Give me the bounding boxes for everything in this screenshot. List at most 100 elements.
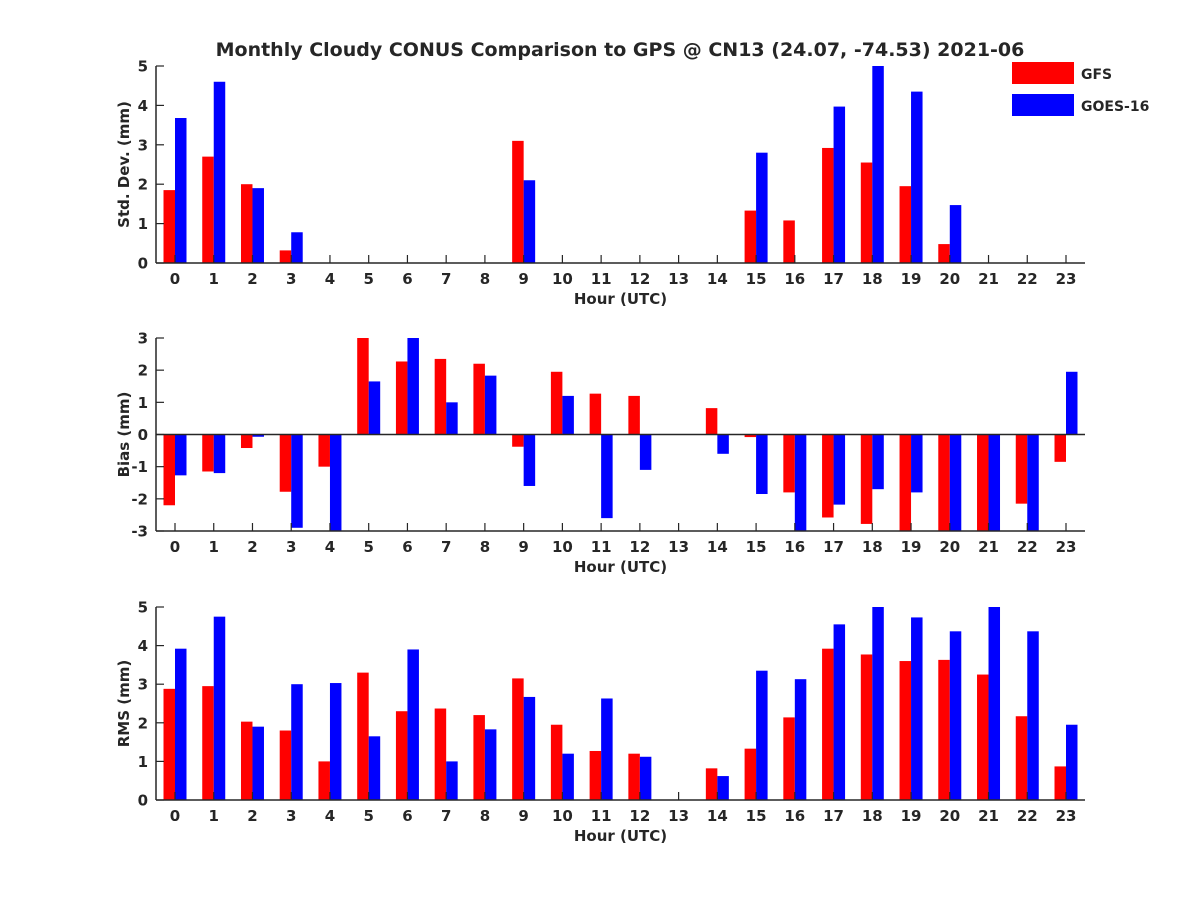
bar-goes16-hour-22 (1027, 631, 1039, 800)
bar-gfs-hour-6 (395, 361, 408, 435)
x-tick-label: 20 (939, 270, 960, 288)
legend-swatch-goes16 (1012, 94, 1074, 116)
chart-legend: GFS GOES-16 (1012, 62, 1149, 116)
y-tick-label: 4 (138, 97, 148, 115)
bar-goes16-hour-15 (756, 434, 768, 495)
bar-gfs-hour-11 (589, 750, 602, 800)
bar-gfs-hour-6 (395, 711, 408, 800)
bar-gfs-hour-16 (783, 434, 795, 493)
bar-goes16-hour-20 (949, 205, 962, 263)
bar-goes16-hour-9 (523, 180, 536, 263)
bar-gfs-hour-1 (202, 434, 214, 472)
bar-goes16-hour-9 (523, 434, 536, 486)
bar-gfs-hour-14 (705, 768, 718, 800)
bar-goes16-hour-16 (794, 434, 807, 531)
bar-gfs-hour-5 (357, 338, 369, 435)
bar-goes16-hour-21 (988, 607, 1001, 800)
bar-goes16-hour-18 (872, 66, 884, 263)
x-tick-label: 8 (480, 807, 490, 825)
bar-gfs-hour-5 (357, 672, 369, 800)
x-axis-label: Hour (UTC) (574, 558, 667, 576)
x-tick-label: 9 (518, 270, 528, 288)
x-tick-label: 13 (668, 270, 689, 288)
y-tick-label: 3 (138, 136, 148, 154)
bar-goes16-hour-17 (833, 434, 846, 505)
bar-goes16-hour-8 (484, 375, 497, 435)
bar-gfs-hour-12 (628, 395, 640, 435)
y-tick-label: 4 (138, 637, 148, 655)
x-tick-label: 21 (978, 538, 999, 556)
y-tick-label: 0 (138, 255, 148, 273)
bar-goes16-hour-2 (252, 726, 264, 800)
bar-gfs-hour-17 (822, 648, 834, 800)
bar-gfs-hour-8 (473, 363, 485, 435)
bar-goes16-hour-2 (252, 434, 264, 437)
bar-gfs-hour-3 (279, 730, 292, 800)
x-tick-label: 8 (480, 270, 490, 288)
bar-goes16-hour-6 (407, 338, 419, 435)
x-tick-label: 6 (402, 538, 412, 556)
bar-gfs-hour-15 (744, 210, 757, 263)
x-tick-label: 6 (402, 270, 412, 288)
bar-gfs-hour-9 (512, 140, 524, 263)
bar-goes16-hour-3 (291, 684, 303, 800)
y-tick-label: 3 (138, 676, 148, 694)
bar-goes16-hour-11 (601, 698, 613, 800)
x-tick-label: 9 (518, 538, 528, 556)
bar-goes16-hour-23 (1066, 371, 1078, 435)
bar-goes16-hour-0 (175, 648, 187, 800)
bar-goes16-hour-22 (1027, 434, 1039, 531)
y-tick-label: 5 (138, 599, 148, 617)
x-tick-label: 7 (441, 270, 451, 288)
bar-goes16-hour-20 (949, 631, 962, 800)
x-tick-label: 19 (901, 807, 922, 825)
bar-gfs-hour-19 (899, 434, 912, 531)
x-tick-label: 0 (170, 807, 180, 825)
bar-goes16-hour-3 (291, 232, 303, 263)
bar-gfs-hour-19 (899, 661, 912, 800)
x-tick-label: 12 (629, 270, 650, 288)
bar-goes16-hour-18 (872, 607, 884, 800)
bar-goes16-hour-2 (252, 188, 264, 263)
x-tick-label: 17 (823, 807, 844, 825)
bar-goes16-hour-1 (213, 616, 226, 800)
bar-goes16-hour-5 (368, 381, 381, 435)
bar-gfs-hour-17 (822, 147, 834, 263)
bar-gfs-hour-8 (473, 715, 485, 800)
x-tick-label: 15 (746, 538, 767, 556)
x-tick-label: 4 (325, 807, 335, 825)
x-tick-label: 2 (247, 807, 257, 825)
y-tick-label: 1 (138, 753, 148, 771)
y-tick-label: 2 (138, 176, 148, 194)
bar-gfs-hour-21 (977, 434, 989, 531)
bar-gfs-hour-1 (202, 156, 214, 263)
x-tick-label: 18 (862, 538, 883, 556)
bar-gfs-hour-22 (1015, 716, 1028, 800)
bar-gfs-hour-4 (318, 434, 330, 467)
bar-gfs-hour-18 (860, 162, 873, 263)
x-tick-label: 6 (402, 807, 412, 825)
x-tick-label: 22 (1017, 807, 1038, 825)
y-tick-label: 1 (138, 215, 148, 233)
x-tick-label: 14 (707, 538, 728, 556)
bar-gfs-hour-23 (1054, 434, 1066, 462)
bar-gfs-hour-3 (279, 250, 292, 263)
x-tick-label: 17 (823, 270, 844, 288)
bar-goes16-hour-23 (1066, 724, 1078, 800)
bar-gfs-hour-17 (822, 434, 834, 518)
x-tick-label: 5 (363, 538, 373, 556)
x-tick-label: 8 (480, 538, 490, 556)
x-axis-label: Hour (UTC) (574, 827, 667, 845)
bar-goes16-hour-4 (329, 683, 342, 800)
x-tick-label: 10 (552, 270, 573, 288)
bar-goes16-hour-12 (639, 434, 652, 470)
bar-gfs-hour-10 (550, 371, 563, 435)
bar-gfs-hour-1 (202, 686, 214, 800)
y-tick-label: -3 (131, 523, 148, 541)
x-tick-label: 23 (1056, 538, 1077, 556)
x-tick-label: 14 (707, 807, 728, 825)
bar-goes16-hour-3 (291, 434, 303, 528)
